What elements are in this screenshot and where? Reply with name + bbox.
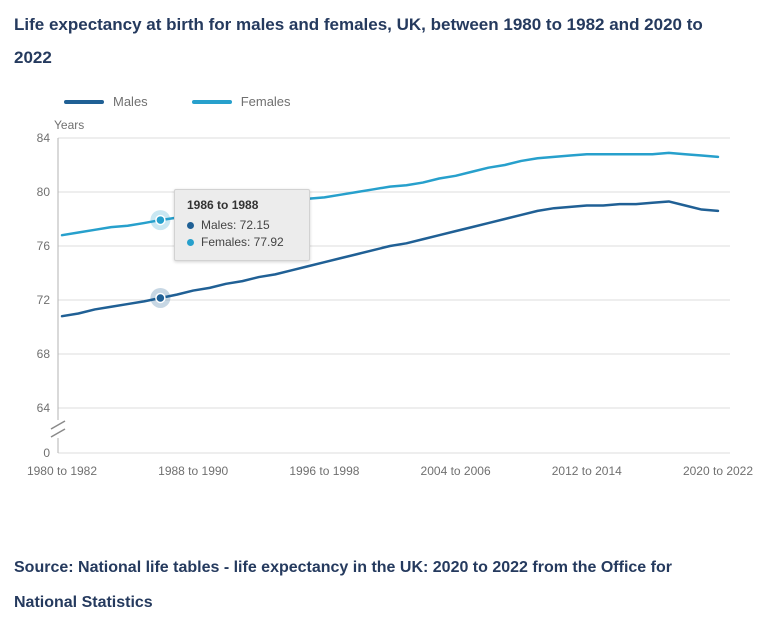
chart-legend: Males Females bbox=[64, 94, 754, 109]
legend-label-females: Females bbox=[240, 94, 291, 109]
y-tick-label: 72 bbox=[37, 293, 51, 307]
y-tick-label: 64 bbox=[37, 401, 51, 415]
chart-title: Life expectancy at birth for males and f… bbox=[14, 15, 703, 67]
males-line-swatch bbox=[64, 99, 104, 104]
x-tick-label: 1996 to 1998 bbox=[289, 464, 359, 478]
females-line-swatch bbox=[191, 99, 232, 104]
males-dot-icon bbox=[187, 222, 194, 229]
y-tick-label: 80 bbox=[37, 185, 51, 199]
tooltip-period: 1986 to 1988 bbox=[187, 198, 259, 212]
x-tick-label: 2020 to 2022 bbox=[683, 464, 753, 478]
line-chart[interactable]: 84 80 76 72 68 64 0 Years 1980 to 1982 1988 to 19… bbox=[14, 117, 754, 489]
x-tick-label: 2012 to 2014 bbox=[552, 464, 622, 478]
y-axis-unit-label: Years bbox=[54, 118, 84, 132]
axis-break-mark bbox=[50, 420, 66, 430]
tooltip-females-value: Females: 77.92 bbox=[201, 235, 284, 249]
source-note: Source: National life tables - life expe… bbox=[14, 559, 672, 611]
females-dot-icon bbox=[187, 239, 194, 246]
chart-tooltip: 1986 to 1988 Males: 72.15 Females: 77.92 bbox=[174, 189, 310, 261]
legend-label-males: Males bbox=[113, 94, 148, 109]
y-tick-label: 84 bbox=[37, 131, 51, 145]
females-highlight-marker[interactable] bbox=[155, 214, 166, 226]
x-tick-label: 1988 to 1990 bbox=[158, 464, 228, 478]
tooltip-row-males: Males: 72.15 bbox=[187, 217, 297, 234]
tooltip-males-value: Males: 72.15 bbox=[201, 218, 270, 232]
x-tick-label: 1980 to 1982 bbox=[27, 464, 97, 478]
y-tick-label: 68 bbox=[37, 347, 51, 361]
legend-item-females[interactable]: Females bbox=[191, 94, 291, 109]
males-highlight-marker[interactable] bbox=[155, 292, 166, 304]
x-tick-label: 2004 to 2006 bbox=[421, 464, 491, 478]
chart-area: 84 80 76 72 68 64 0 Years 1980 to 1982 1988 to 19… bbox=[14, 117, 754, 494]
legend-item-males[interactable]: Males bbox=[64, 94, 148, 109]
y-tick-label: 76 bbox=[37, 239, 51, 253]
females-line[interactable] bbox=[60, 151, 720, 237]
y-tick-label: 0 bbox=[43, 446, 50, 460]
males-line[interactable] bbox=[60, 200, 720, 318]
tooltip-row-females: Females: 77.92 bbox=[187, 234, 297, 251]
axis-break-mark bbox=[50, 428, 66, 438]
